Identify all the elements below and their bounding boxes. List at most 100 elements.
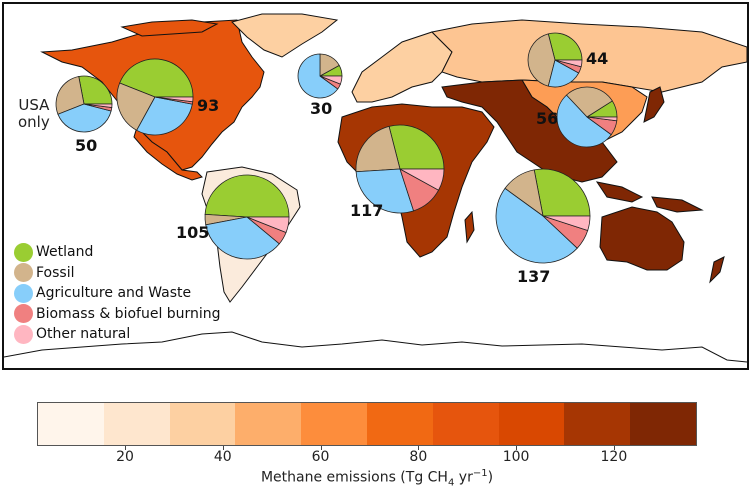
legend-item-fossil: Fossil (14, 263, 221, 284)
value-label-south-asia: 137 (517, 267, 551, 286)
colorbar-cell (498, 403, 565, 445)
colorbar-label-unit: yr (454, 469, 473, 486)
colorbar-cell (564, 403, 631, 445)
pie-slice-agriculture-and-waste (205, 216, 280, 260)
colorbar-label-subscript: 4 (447, 477, 455, 489)
indonesia (595, 181, 644, 203)
pie-slice-other-natural (586, 116, 618, 122)
legend-label: Wetland (36, 244, 94, 261)
pie-slice-wetland (388, 124, 445, 170)
pie-slice-fossil (55, 76, 85, 115)
legend-item-other-natural: Other natural (14, 324, 221, 345)
pie-slice-agriculture-and-waste (355, 168, 415, 214)
pie-93 (116, 58, 194, 136)
legend-item-agriculture: Agriculture and Waste (14, 283, 221, 304)
pie-slice-other-natural (399, 168, 445, 191)
pie-56 (556, 86, 618, 148)
pie-slice-other-natural (154, 96, 194, 103)
legend: Wetland Fossil Agriculture and Waste Bio… (14, 242, 221, 345)
antarctica-coast (4, 331, 747, 363)
pie-30 (297, 53, 343, 99)
pie-slice-other-natural (83, 103, 113, 108)
value-label-east-asia: 56 (536, 109, 559, 128)
legend-label: Biomass & biofuel burning (36, 305, 221, 322)
agriculture-swatch-icon (14, 283, 33, 303)
value-label-north-america: 93 (197, 96, 220, 115)
new-zealand (709, 256, 725, 284)
colorbar-tick-label: 80 (409, 449, 428, 465)
pie-44 (527, 32, 583, 88)
colorbar-tick-label: 40 (213, 449, 232, 465)
australia (599, 206, 685, 271)
pie-slice-other-natural (246, 216, 290, 233)
other-natural-swatch-icon (14, 324, 33, 344)
pie-slice-other-natural (319, 75, 343, 85)
legend-label: Fossil (36, 264, 75, 281)
value-label-usa: 50 (75, 136, 98, 155)
greenland (231, 13, 339, 58)
pie-slice-fossil (355, 125, 401, 173)
colorbar-tick-mark (516, 446, 518, 450)
value-label-europe: 30 (310, 99, 333, 118)
colorbar-cell (366, 403, 433, 445)
madagascar (464, 210, 475, 244)
colorbar-cell (630, 403, 696, 445)
colorbar-tick-mark (320, 446, 322, 450)
usa-only-label: USA only (18, 97, 50, 131)
pie-slice-agriculture-and-waste (57, 103, 112, 133)
colorbar-tick-label: 60 (311, 449, 330, 465)
fossil-swatch-icon (14, 263, 33, 283)
pie-slice-agriculture-and-waste (136, 96, 193, 136)
pie-50 (55, 75, 113, 133)
colorbar-tick-mark (125, 446, 126, 450)
colorbar-cell (235, 403, 302, 445)
pie-137 (495, 168, 591, 264)
usa-label-line1: USA (18, 96, 50, 114)
pie-slice-other-natural (554, 59, 583, 68)
mexico (133, 126, 203, 181)
europe (351, 31, 453, 103)
value-label-south-america: 105 (176, 223, 210, 242)
colorbar-label-superscript: −1 (472, 468, 488, 479)
pie-slice-agriculture-and-waste (556, 94, 612, 148)
colorbar-cell (38, 403, 104, 445)
colorbar-label: Methane emissions (Tg CH4 yr−1) (0, 468, 754, 488)
colorbar-tick-mark (613, 446, 615, 450)
legend-label: Other natural (36, 326, 131, 343)
colorbar-cell (432, 403, 499, 445)
biomass-swatch-icon (14, 304, 33, 324)
map-panel: USA only 50 93 30 44 56 117 137 105 Wetl… (2, 2, 749, 370)
russia (430, 19, 747, 93)
pie-slice-wetland (204, 174, 290, 218)
pie-slice-wetland (78, 75, 113, 105)
new-guinea (651, 196, 704, 213)
colorbar-cell (301, 403, 367, 445)
legend-item-biomass: Biomass & biofuel burning (14, 304, 221, 325)
colorbar-tick-label: 120 (600, 449, 628, 465)
colorbar-tick-mark (418, 446, 420, 450)
colorbar-cell (103, 403, 170, 445)
value-label-russia: 44 (586, 49, 609, 68)
japan (643, 86, 665, 123)
pie-117 (355, 124, 445, 214)
pie-slice-agriculture-and-waste (495, 187, 578, 264)
colorbar-tick-mark (222, 446, 224, 450)
pie-slice-wetland (533, 168, 591, 217)
pie-slice-wetland (547, 32, 583, 61)
colorbar (37, 402, 697, 446)
colorbar-tick-label: 100 (502, 449, 530, 465)
pie-slice-agriculture-and-waste (297, 53, 339, 99)
south-asia (441, 79, 618, 183)
pie-slice-agriculture-and-waste (547, 59, 580, 88)
colorbar-cell (169, 403, 236, 445)
usa-label-line2: only (18, 113, 50, 131)
arctic-islands (120, 19, 219, 37)
pie-105 (204, 174, 290, 260)
pie-slice-wetland (119, 58, 194, 98)
pie-slice-fossil (565, 86, 613, 118)
pie-charts (55, 32, 618, 264)
wetland-swatch-icon (14, 242, 33, 262)
pie-slice-fossil (116, 82, 156, 131)
colorbar-tick-label: 20 (116, 449, 134, 465)
colorbar-label-close: ) (487, 469, 494, 486)
